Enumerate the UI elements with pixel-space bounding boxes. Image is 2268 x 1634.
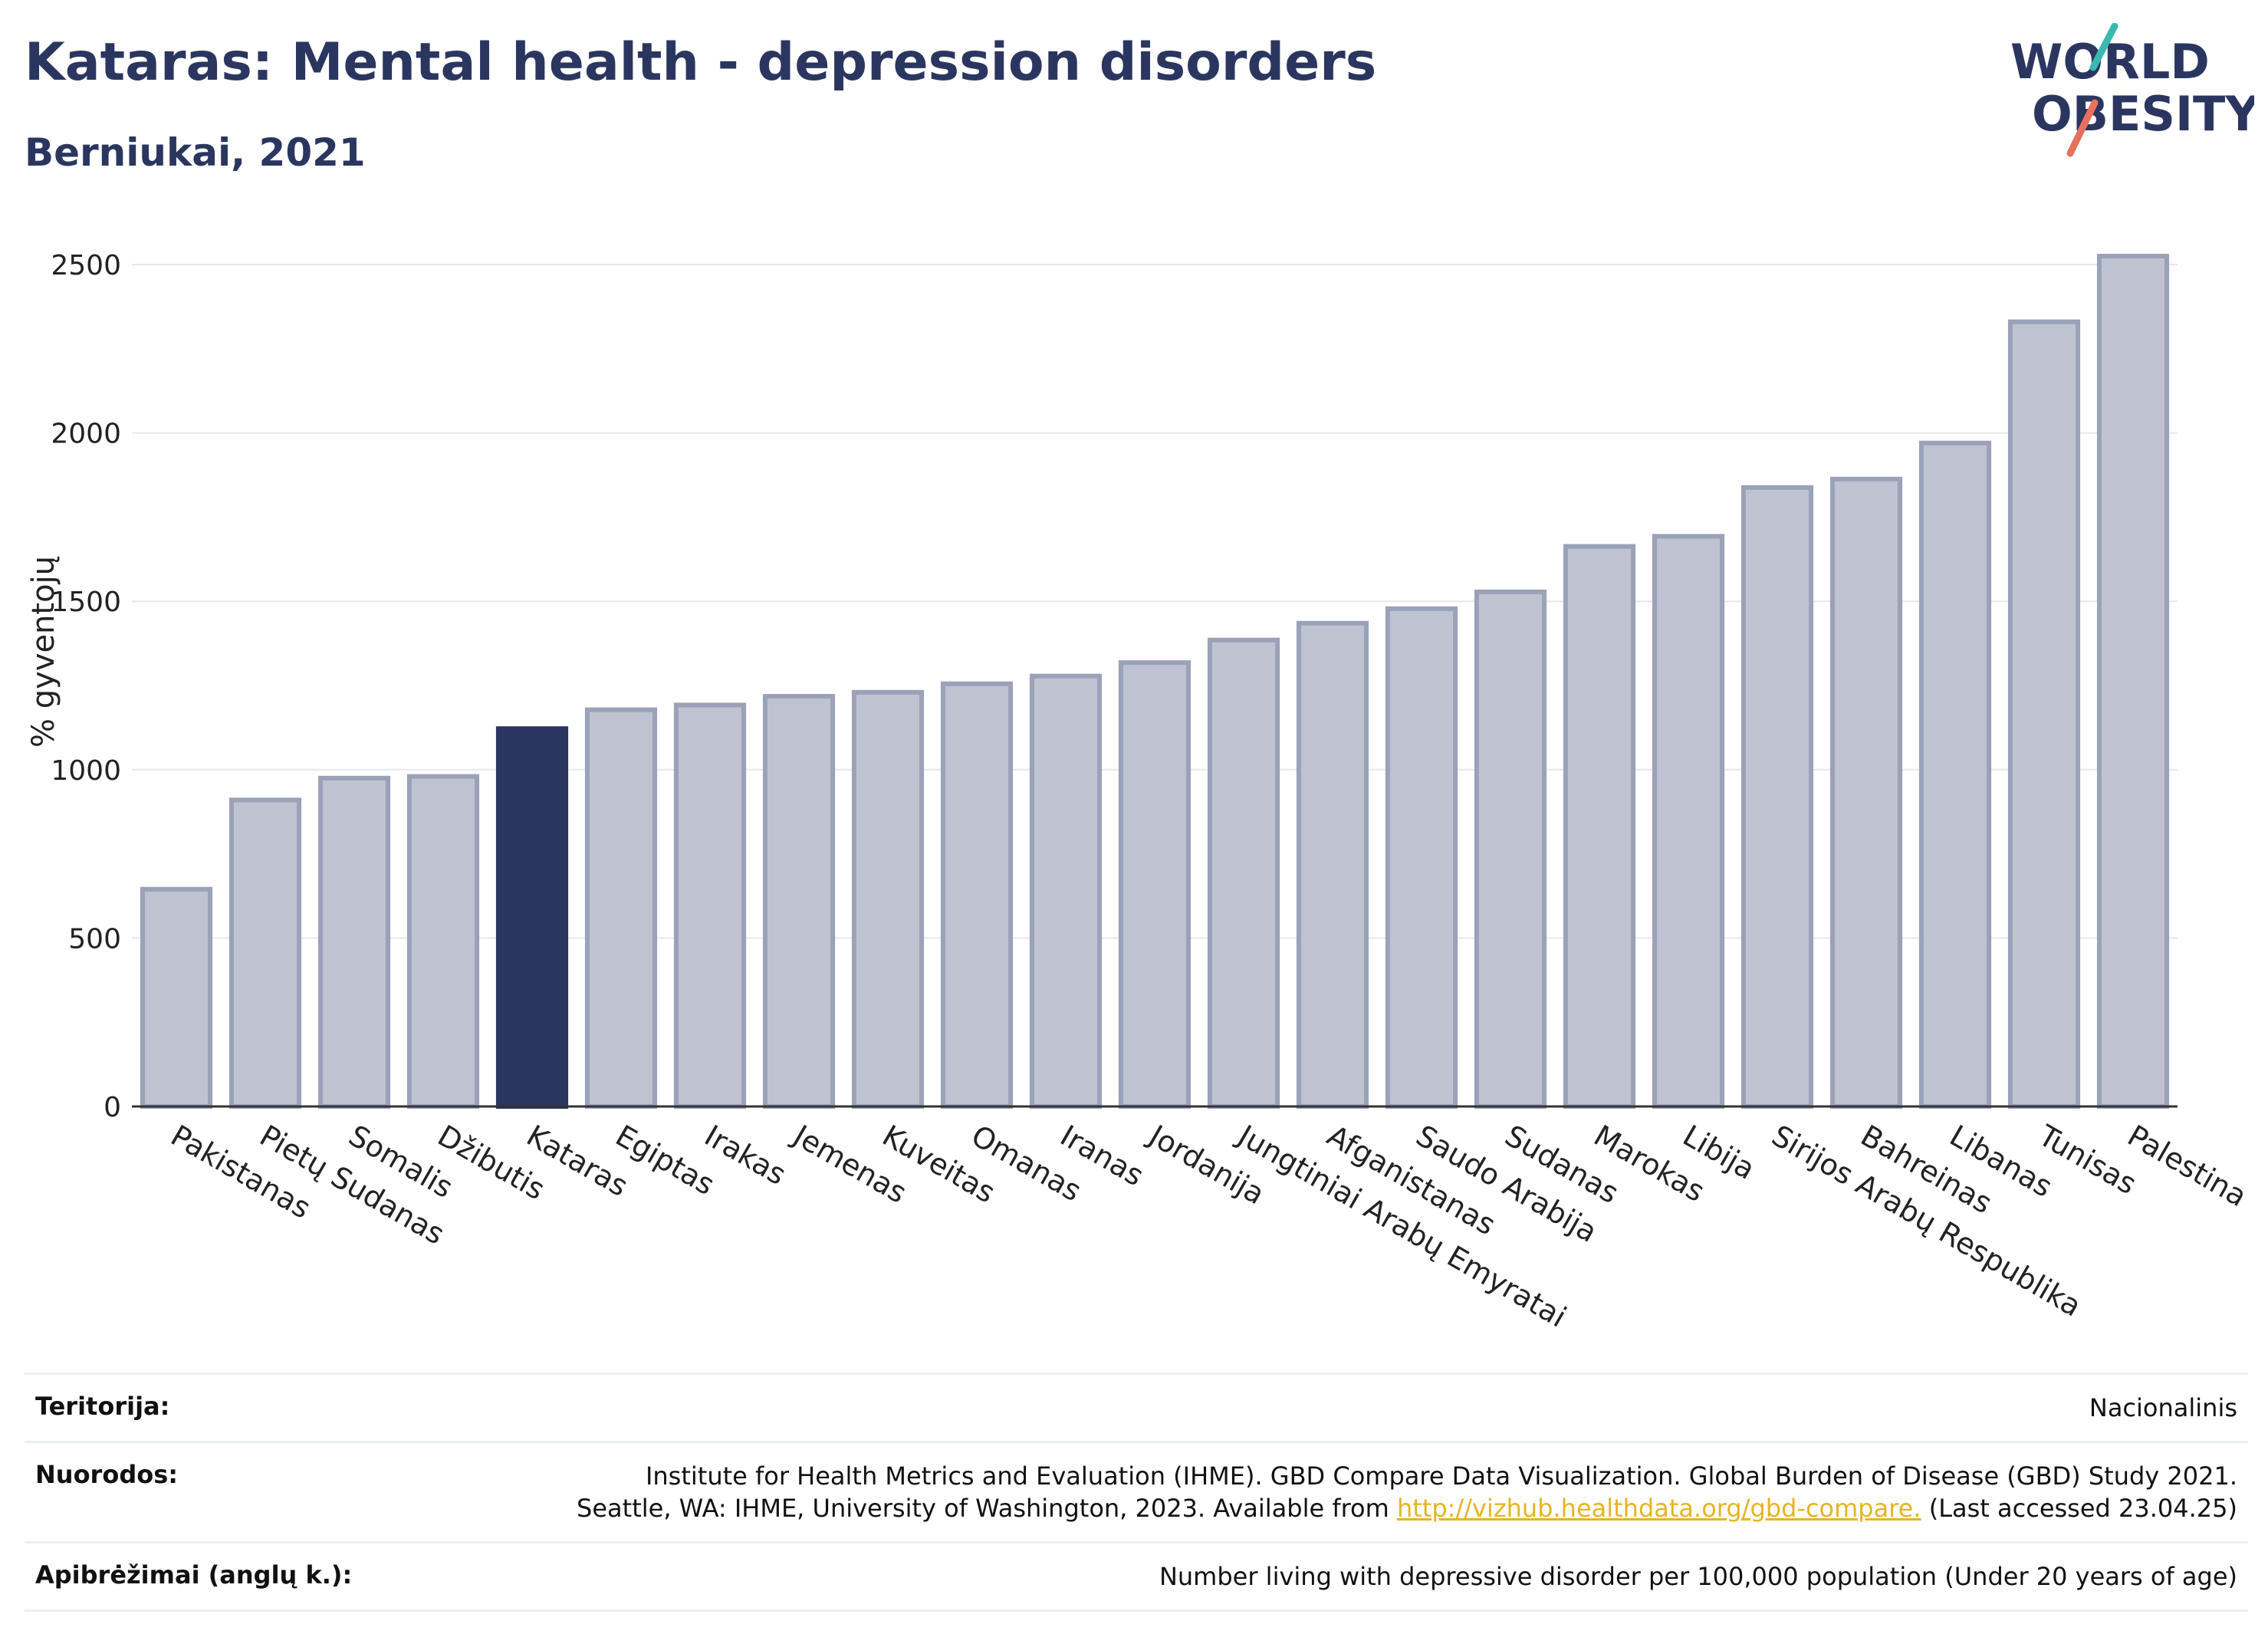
logo-line1: WORLD bbox=[2010, 34, 2210, 90]
bar-omanas bbox=[940, 681, 1014, 1109]
footer-row-definitions: Apibrėžimai (anglų k.): Number living wi… bbox=[25, 1541, 2248, 1612]
page-title: Kataras: Mental health - depression diso… bbox=[25, 32, 1377, 93]
bar-pietų-sudanas bbox=[228, 797, 302, 1109]
definitions-label: Apibrėžimai (anglų k.): bbox=[35, 1560, 353, 1590]
y-tick-label: 2500 bbox=[51, 250, 121, 281]
bar-jemenas bbox=[762, 694, 836, 1109]
bar-iranas bbox=[1029, 673, 1103, 1109]
bar-libanas bbox=[1918, 440, 1992, 1109]
bar-kataras bbox=[495, 726, 569, 1109]
references-value: Institute for Health Metrics and Evaluat… bbox=[577, 1460, 2237, 1524]
y-tick-label: 0 bbox=[104, 1092, 121, 1123]
bar-palestina bbox=[2096, 254, 2170, 1109]
logo-slash-teal bbox=[2089, 23, 2118, 71]
y-tick-label: 1500 bbox=[51, 587, 121, 618]
bar-jordanija bbox=[1118, 660, 1192, 1109]
footer-row-references: Nuorodos: Institute for Health Metrics a… bbox=[25, 1441, 2248, 1541]
references-link[interactable]: http://vizhub.healthdata.org/gbd-compare… bbox=[1396, 1494, 1921, 1523]
footer-table: Teritorija: Nacionalinis Nuorodos: Insti… bbox=[25, 1373, 2248, 1612]
bar-marokas bbox=[1563, 544, 1636, 1109]
y-tick-label: 1000 bbox=[51, 755, 121, 787]
bar-pakistanas bbox=[140, 886, 213, 1109]
bar-saudo-arabija bbox=[1385, 606, 1458, 1109]
bar-somalis bbox=[317, 775, 391, 1110]
x-category-label: Palestina bbox=[2122, 1119, 2253, 1214]
bar-irakas bbox=[673, 702, 747, 1109]
bar-kuveitas bbox=[851, 689, 925, 1109]
territory-value: Nacionalinis bbox=[2089, 1393, 2237, 1422]
bar-afganistanas bbox=[1296, 620, 1369, 1109]
references-line1: Institute for Health Metrics and Evaluat… bbox=[645, 1461, 2237, 1491]
bar-bahreinas bbox=[1829, 476, 1903, 1109]
page-subtitle: Berniukai, 2021 bbox=[25, 130, 366, 175]
world-obesity-logo: WORLD OBESITY bbox=[2010, 23, 2254, 157]
y-tick-label: 2000 bbox=[51, 419, 121, 450]
bar-sudanas bbox=[1474, 589, 1547, 1109]
references-label: Nuorodos: bbox=[35, 1460, 179, 1489]
bar-jungtiniai-arabų-emyratai bbox=[1207, 637, 1280, 1109]
bar-tunisas bbox=[2007, 319, 2081, 1109]
references-line2-post: (Last accessed 23.04.25) bbox=[1921, 1494, 2237, 1523]
references-line2-pre: Seattle, WA: IHME, University of Washing… bbox=[577, 1494, 1397, 1523]
chart-y-ticks: 0 500 1000 1500 2000 2500 bbox=[51, 250, 121, 1123]
chart-bars bbox=[140, 254, 2170, 1110]
territory-label: Teritorija: bbox=[35, 1392, 170, 1421]
logo-line2: OBESITY bbox=[2032, 86, 2254, 142]
y-tick-label: 500 bbox=[68, 923, 121, 955]
bar-libija bbox=[1652, 534, 1725, 1109]
bar-džibutis bbox=[406, 774, 480, 1109]
bar-egiptas bbox=[584, 707, 658, 1109]
bar-sirijos-arabų-respublika bbox=[1740, 485, 1814, 1109]
logo-slash-coral bbox=[2066, 99, 2099, 157]
definitions-value: Number living with depressive disorder p… bbox=[1159, 1562, 2237, 1591]
y-axis-label: % gyventojų bbox=[26, 556, 61, 748]
footer-row-territory: Teritorija: Nacionalinis bbox=[25, 1373, 2248, 1441]
x-category-label: Egiptas bbox=[610, 1119, 721, 1202]
